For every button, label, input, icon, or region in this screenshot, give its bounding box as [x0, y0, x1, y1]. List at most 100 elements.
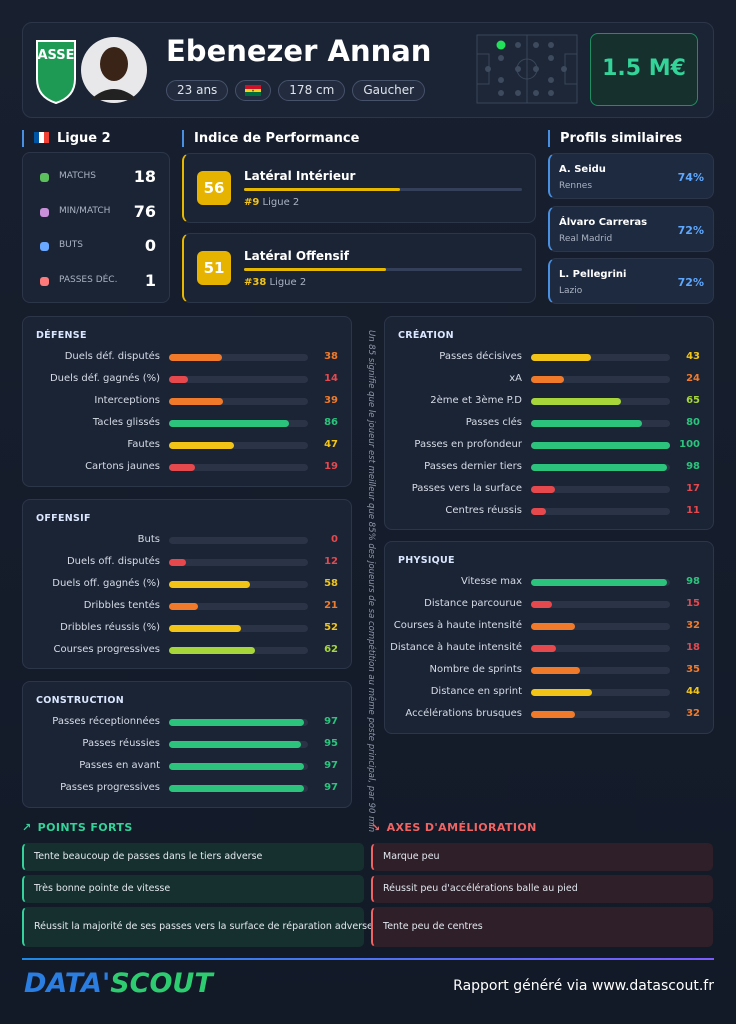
- section-title: OFFENSIF: [36, 513, 91, 524]
- metric-track: [169, 354, 308, 361]
- metric-track: [169, 647, 308, 654]
- similar-match: 72%: [677, 223, 704, 237]
- similar-card[interactable]: A. Seidu Rennes 74%: [548, 153, 714, 199]
- metric-track: [531, 508, 670, 515]
- stat-label: BUTS: [59, 240, 83, 250]
- metric-label: Duels off. gagnés (%): [52, 578, 160, 589]
- similar-club: Real Madrid: [559, 233, 613, 244]
- metric-track: [531, 420, 670, 427]
- metric-bar: [531, 645, 557, 652]
- metric-label: Cartons jaunes: [85, 461, 160, 472]
- similar-name: L. Pellegrini: [559, 269, 627, 280]
- stat-icon: [40, 242, 49, 251]
- metric-label: Passes réussies: [82, 738, 160, 749]
- metric-track: [531, 623, 670, 630]
- score-bar: [244, 268, 386, 271]
- strength-item: Réussit la majorité de ses passes vers l…: [22, 907, 373, 947]
- metric-bar: [169, 719, 304, 726]
- metric-label: Dribbles réussis (%): [60, 622, 160, 633]
- metric-track: [169, 559, 308, 566]
- stat-icon: [40, 207, 49, 217]
- market-value: 1.5 M€: [602, 56, 686, 81]
- strengths-title: ↗ POINTS FORTS: [22, 821, 133, 834]
- metric-value: 80: [686, 417, 700, 428]
- metric-panel: OFFENSIF Buts 0 Duels off. disputés 12 Duels …: [22, 499, 352, 669]
- metric-bar: [531, 376, 565, 383]
- metric-value: 24: [686, 373, 700, 384]
- metric-track: [169, 398, 308, 405]
- metric-bar: [531, 623, 576, 630]
- strength-item: Très bonne pointe de vitesse: [22, 875, 364, 903]
- stat-label: PASSES DÉC.: [59, 274, 118, 285]
- metric-value: 32: [686, 708, 700, 719]
- metric-track: [531, 711, 670, 718]
- metric-value: 52: [324, 622, 338, 633]
- metric-value: 12: [324, 556, 338, 567]
- metric-bar: [169, 625, 242, 632]
- metric-label: Passes en profondeur: [414, 439, 522, 450]
- metric-panel: CONSTRUCTION Passes réceptionnées 97 Passes…: [22, 681, 352, 808]
- stat-value: 76: [133, 201, 156, 221]
- metric-value: 95: [324, 738, 338, 749]
- weaknesses-heading: AXES D'AMÉLIORATION: [386, 821, 537, 834]
- metric-label: Interceptions: [94, 395, 160, 406]
- metric-bar: [169, 603, 199, 610]
- metric-value: 11: [686, 505, 700, 516]
- stat-icon: [40, 276, 49, 286]
- metric-bar: [169, 647, 256, 654]
- metric-label: Duels déf. gagnés (%): [49, 373, 160, 384]
- weaknesses-title: ↘ AXES D'AMÉLIORATION: [371, 821, 537, 834]
- metric-track: [531, 464, 670, 471]
- metric-panel: PHYSIQUE Vitesse max 98 Distance parcourue 1…: [384, 541, 714, 734]
- section-title: CONSTRUCTION: [36, 695, 124, 706]
- metric-value: 97: [324, 716, 338, 727]
- metric-track: [531, 645, 670, 652]
- metric-label: Courses à haute intensité: [393, 620, 522, 631]
- metric-label: Centres réussis: [445, 505, 522, 516]
- strength-item: Tente beaucoup de passes dans le tiers a…: [22, 843, 364, 871]
- section-title: CRÉATION: [398, 330, 454, 341]
- info-tag: Gaucher: [352, 80, 426, 101]
- metric-track: [531, 398, 670, 405]
- metric-bar: [531, 420, 643, 427]
- metric-value: 62: [324, 644, 338, 655]
- metric-value: 98: [686, 461, 700, 472]
- score-badge: 51: [197, 251, 231, 285]
- flag: [245, 85, 262, 96]
- metric-track: [169, 719, 308, 726]
- score-track: [244, 268, 522, 271]
- metric-bar: [169, 741, 302, 748]
- metric-bar: [169, 398, 224, 405]
- similar-heading-accent: [548, 130, 550, 147]
- metric-track: [169, 763, 308, 770]
- metric-label: Accélérations brusques: [405, 708, 522, 719]
- brand-logo: DATA'SCOUT: [24, 968, 213, 999]
- club-logo: ASSE: [36, 40, 76, 105]
- rank-league: Ligue 2: [262, 197, 300, 208]
- similar-match: 74%: [677, 171, 704, 184]
- role-name: Latéral Offensif: [244, 249, 350, 263]
- metric-value: 0: [331, 534, 338, 545]
- metric-value: 86: [324, 417, 338, 428]
- metric-label: Vitesse max: [460, 576, 522, 587]
- similar-card[interactable]: L. Pellegrini Lazio 72%: [548, 258, 714, 304]
- metric-label: Courses progressives: [53, 644, 160, 655]
- similar-card[interactable]: Álvaro Carreras Real Madrid 72%: [548, 205, 714, 252]
- metric-label: Nombre de sprints: [429, 664, 522, 675]
- metric-value: 35: [686, 664, 700, 675]
- league-heading-accent: [22, 130, 24, 147]
- metric-value: 21: [324, 600, 338, 611]
- tag-row: 23 ans 178 cm Gaucher: [166, 80, 426, 101]
- metric-label: Duels déf. disputés: [64, 351, 160, 362]
- metric-value: 15: [686, 598, 700, 609]
- metric-bar: [531, 486, 555, 493]
- metric-track: [169, 376, 308, 383]
- metric-track: [169, 785, 308, 792]
- metric-label: xA: [509, 373, 522, 384]
- metric-value: 18: [686, 642, 700, 653]
- metric-bar: [169, 559, 186, 566]
- metric-track: [531, 486, 670, 493]
- metric-track: [531, 442, 670, 449]
- metric-bar: [531, 689, 593, 696]
- metric-track: [169, 442, 308, 449]
